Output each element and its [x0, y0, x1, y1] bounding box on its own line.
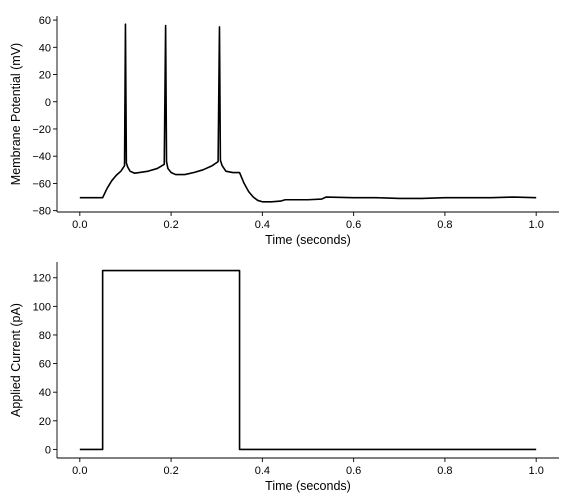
vm-y-tick-label: 20 [39, 70, 51, 82]
vm-y-tick-label: −80 [32, 206, 51, 218]
membrane-potential-chart: 0.0 0.2 0.4 0.6 0.8 1.0 −80 −60 −40 −20 0 20 40 60 Tim… [9, 15, 559, 247]
current-x-tick-label: 0.0 [72, 465, 87, 477]
vm-y-axis-label: Membrane Potential (mV) [9, 43, 23, 185]
current-y-tick-label: 20 [39, 416, 51, 428]
vm-x-tick-label: 0.6 [346, 219, 361, 231]
vm-y-tick-label: −40 [32, 151, 51, 163]
vm-y-tick-label: −60 [32, 178, 51, 190]
vm-x-tick-label: 0.4 [255, 219, 270, 231]
current-y-tick-label: 120 [33, 273, 51, 285]
current-x-tick-label: 0.8 [437, 465, 452, 477]
current-y-axis-label: Applied Current (pA) [9, 303, 23, 417]
vm-y-tick-label: 60 [39, 15, 51, 27]
current-x-tick-label: 1.0 [529, 465, 544, 477]
vm-y-tick-label: −20 [32, 124, 51, 136]
vm-x-tick-label: 0.8 [437, 219, 452, 231]
vm-y-tick-label: 0 [45, 97, 51, 109]
current-x-tick-label: 0.2 [163, 465, 178, 477]
current-y-tick-label: 0 [45, 444, 51, 456]
current-x-tick-label: 0.4 [255, 465, 270, 477]
vm-x-tick-label: 0.0 [72, 219, 87, 231]
vm-x-tick-label: 1.0 [529, 219, 544, 231]
current-x-tick-label: 0.6 [346, 465, 361, 477]
vm-x-axis-label: Time (seconds) [265, 233, 351, 247]
current-series-line [79, 269, 537, 451]
current-x-axis-label: Time (seconds) [265, 479, 351, 493]
current-y-tick-label: 40 [39, 387, 51, 399]
vm-y-tick-label: 40 [39, 42, 51, 54]
current-y-tick-label: 60 [39, 359, 51, 371]
current-y-tick-label: 80 [39, 330, 51, 342]
applied-current-chart: 0.0 0.2 0.4 0.6 0.8 1.0 0 20 40 60 80 100 120 Time (s… [9, 262, 559, 493]
vm-series-line [79, 23, 537, 203]
vm-x-tick-label: 0.2 [163, 219, 178, 231]
current-y-tick-label: 100 [33, 301, 51, 313]
